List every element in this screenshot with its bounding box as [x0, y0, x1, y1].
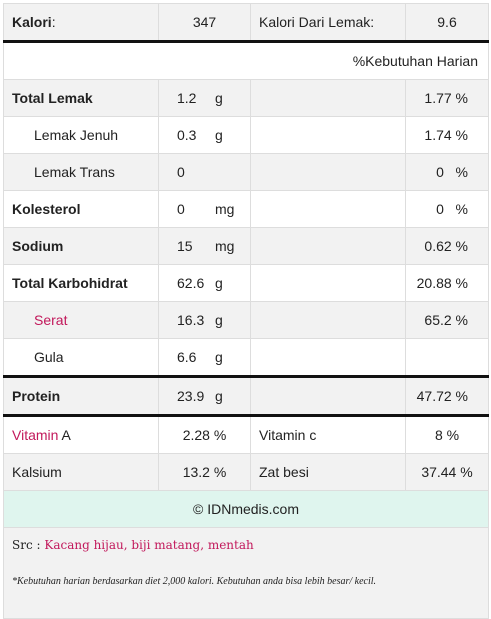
empty-cell — [250, 116, 406, 154]
nutrient-unit: g — [215, 127, 223, 143]
nutrient-amount: 1.2 — [177, 90, 197, 106]
empty-cell — [250, 301, 406, 339]
vitamin-row-1: Vitamin A 2.28 % Vitamin c 8 % — [3, 415, 489, 454]
nutrient-amount: 0.3 — [177, 127, 197, 143]
nutrient-unit: g — [215, 90, 223, 106]
kalori-lemak-label: Kalori Dari Lemak: — [250, 3, 406, 43]
nutrient-amount-cell: 0 — [158, 153, 251, 191]
nutrient-amount-cell: 62.6 g — [158, 264, 251, 302]
kalori-label: Kalori — [12, 14, 52, 30]
nutrient-daily-value: 65.2 % — [405, 301, 489, 339]
vitamin-a-value: 2.28 % — [158, 415, 251, 454]
nutrient-amount: 23.9 — [177, 388, 205, 404]
nutrient-amount: 6.6 — [177, 349, 197, 365]
nutrient-amount-cell: 23.9 g — [158, 376, 251, 417]
nutrient-row-lemak-jenuh: Lemak Jenuh 0.3 g 1.74 % — [3, 116, 489, 154]
nutrient-amount: 15 — [177, 238, 193, 254]
nutrient-row-total-karbohidrat: Total Karbohidrat 62.6 g 20.88 % — [3, 264, 489, 302]
nutrient-amount-cell: 0 mg — [158, 190, 251, 228]
vitamin-row-2: Kalsium 13.2 % Zat besi 37.44 % — [3, 453, 489, 491]
vitamin-a-cell: Vitamin A — [3, 415, 159, 454]
nutrient-unit: g — [215, 388, 223, 404]
nutrient-daily-value: 0 % — [405, 153, 489, 191]
nutrient-unit: mg — [215, 201, 235, 217]
kalori-label-cell: Kalori: — [3, 3, 159, 43]
nutrient-amount-cell: 6.6 g — [158, 338, 251, 378]
brand-row: © IDNmedis.com — [3, 490, 489, 528]
nutrient-label: Protein — [3, 376, 159, 417]
source-label: Src : — [12, 538, 45, 552]
nutrient-amount-cell: 16.3 g — [158, 301, 251, 339]
nutrient-row-total-lemak: Total Lemak 1.2 g 1.77 % — [3, 79, 489, 117]
nutrient-row-gula: Gula 6.6 g — [3, 338, 489, 378]
note-row: *Kebutuhan harian berdasarkan diet 2,000… — [3, 568, 489, 619]
kalsium-value: 13.2 % — [158, 453, 251, 491]
vitamin-a-suffix: A — [58, 427, 71, 443]
nutrient-amount-cell: 0.3 g — [158, 116, 251, 154]
nutrient-row-lemak-trans: Lemak Trans 0 0 % — [3, 153, 489, 191]
empty-cell — [250, 153, 406, 191]
nutrient-amount: 16.3 — [177, 312, 205, 328]
nutrient-label: Total Karbohidrat — [3, 264, 159, 302]
zat-besi-value: 37.44 % — [405, 453, 489, 491]
nutrition-facts-panel: Kalori: 347 Kalori Dari Lemak: 9.6 %Kebu… — [3, 3, 489, 619]
nutrient-unit: mg — [215, 238, 235, 254]
nutrient-unit: g — [215, 349, 223, 365]
nutrient-daily-value: 47.72 % — [405, 376, 489, 417]
nutrient-daily-value: 0 % — [405, 190, 489, 228]
nutrient-daily-value: 1.77 % — [405, 79, 489, 117]
nutrient-label: Total Lemak — [3, 79, 159, 117]
source-link[interactable]: Kacang hijau, biji matang, mentah — [44, 538, 254, 552]
kalori-lemak-value: 9.6 — [405, 3, 489, 43]
nutrient-daily-value: 0.62 % — [405, 227, 489, 265]
vitamin-c-label: Vitamin c — [250, 415, 406, 454]
brand-credit: © IDNmedis.com — [3, 490, 489, 528]
source-cell: Src : Kacang hijau, biji matang, mentah — [3, 527, 489, 568]
empty-cell — [250, 376, 406, 417]
kalsium-label: Kalsium — [3, 453, 159, 491]
nutrient-label: Lemak Trans — [3, 153, 159, 191]
footnote: *Kebutuhan harian berdasarkan diet 2,000… — [3, 568, 489, 619]
nutrient-row-sodium: Sodium 15 mg 0.62 % — [3, 227, 489, 265]
daily-value-header-row: %Kebutuhan Harian — [3, 41, 489, 80]
nutrient-row-kolesterol: Kolesterol 0 mg 0 % — [3, 190, 489, 228]
nutrition-table: Kalori: 347 Kalori Dari Lemak: 9.6 %Kebu… — [3, 3, 489, 619]
nutrient-amount-cell: 15 mg — [158, 227, 251, 265]
zat-besi-label: Zat besi — [250, 453, 406, 491]
nutrient-label: Sodium — [3, 227, 159, 265]
nutrient-unit: g — [215, 312, 223, 328]
nutrient-unit: g — [215, 275, 223, 291]
nutrient-label: Gula — [3, 338, 159, 378]
empty-cell — [250, 338, 406, 378]
kalori-colon: : — [51, 14, 56, 30]
nutrient-label: Kolesterol — [3, 190, 159, 228]
nutrient-label: Lemak Jenuh — [3, 116, 159, 154]
nutrient-amount-cell: 1.2 g — [158, 79, 251, 117]
empty-cell — [250, 264, 406, 302]
nutrient-amount: 0 — [177, 164, 185, 180]
calories-row: Kalori: 347 Kalori Dari Lemak: 9.6 — [3, 3, 489, 43]
nutrient-daily-value — [405, 338, 489, 378]
serat-link[interactable]: Serat — [3, 301, 159, 339]
empty-cell — [250, 190, 406, 228]
nutrient-daily-value: 1.74 % — [405, 116, 489, 154]
daily-value-header: %Kebutuhan Harian — [3, 41, 489, 80]
empty-cell — [250, 79, 406, 117]
nutrient-amount: 0 — [177, 201, 185, 217]
nutrient-daily-value: 20.88 % — [405, 264, 489, 302]
nutrient-amount: 62.6 — [177, 275, 205, 291]
nutrient-row-serat: Serat 16.3 g 65.2 % — [3, 301, 489, 339]
vitamin-c-value: 8 % — [405, 415, 489, 454]
kalori-value: 347 — [158, 3, 251, 43]
nutrient-row-protein: Protein 23.9 g 47.72 % — [3, 376, 489, 417]
vitamin-a-link[interactable]: Vitamin — [12, 427, 59, 443]
source-row: Src : Kacang hijau, biji matang, mentah — [3, 527, 489, 568]
empty-cell — [250, 227, 406, 265]
